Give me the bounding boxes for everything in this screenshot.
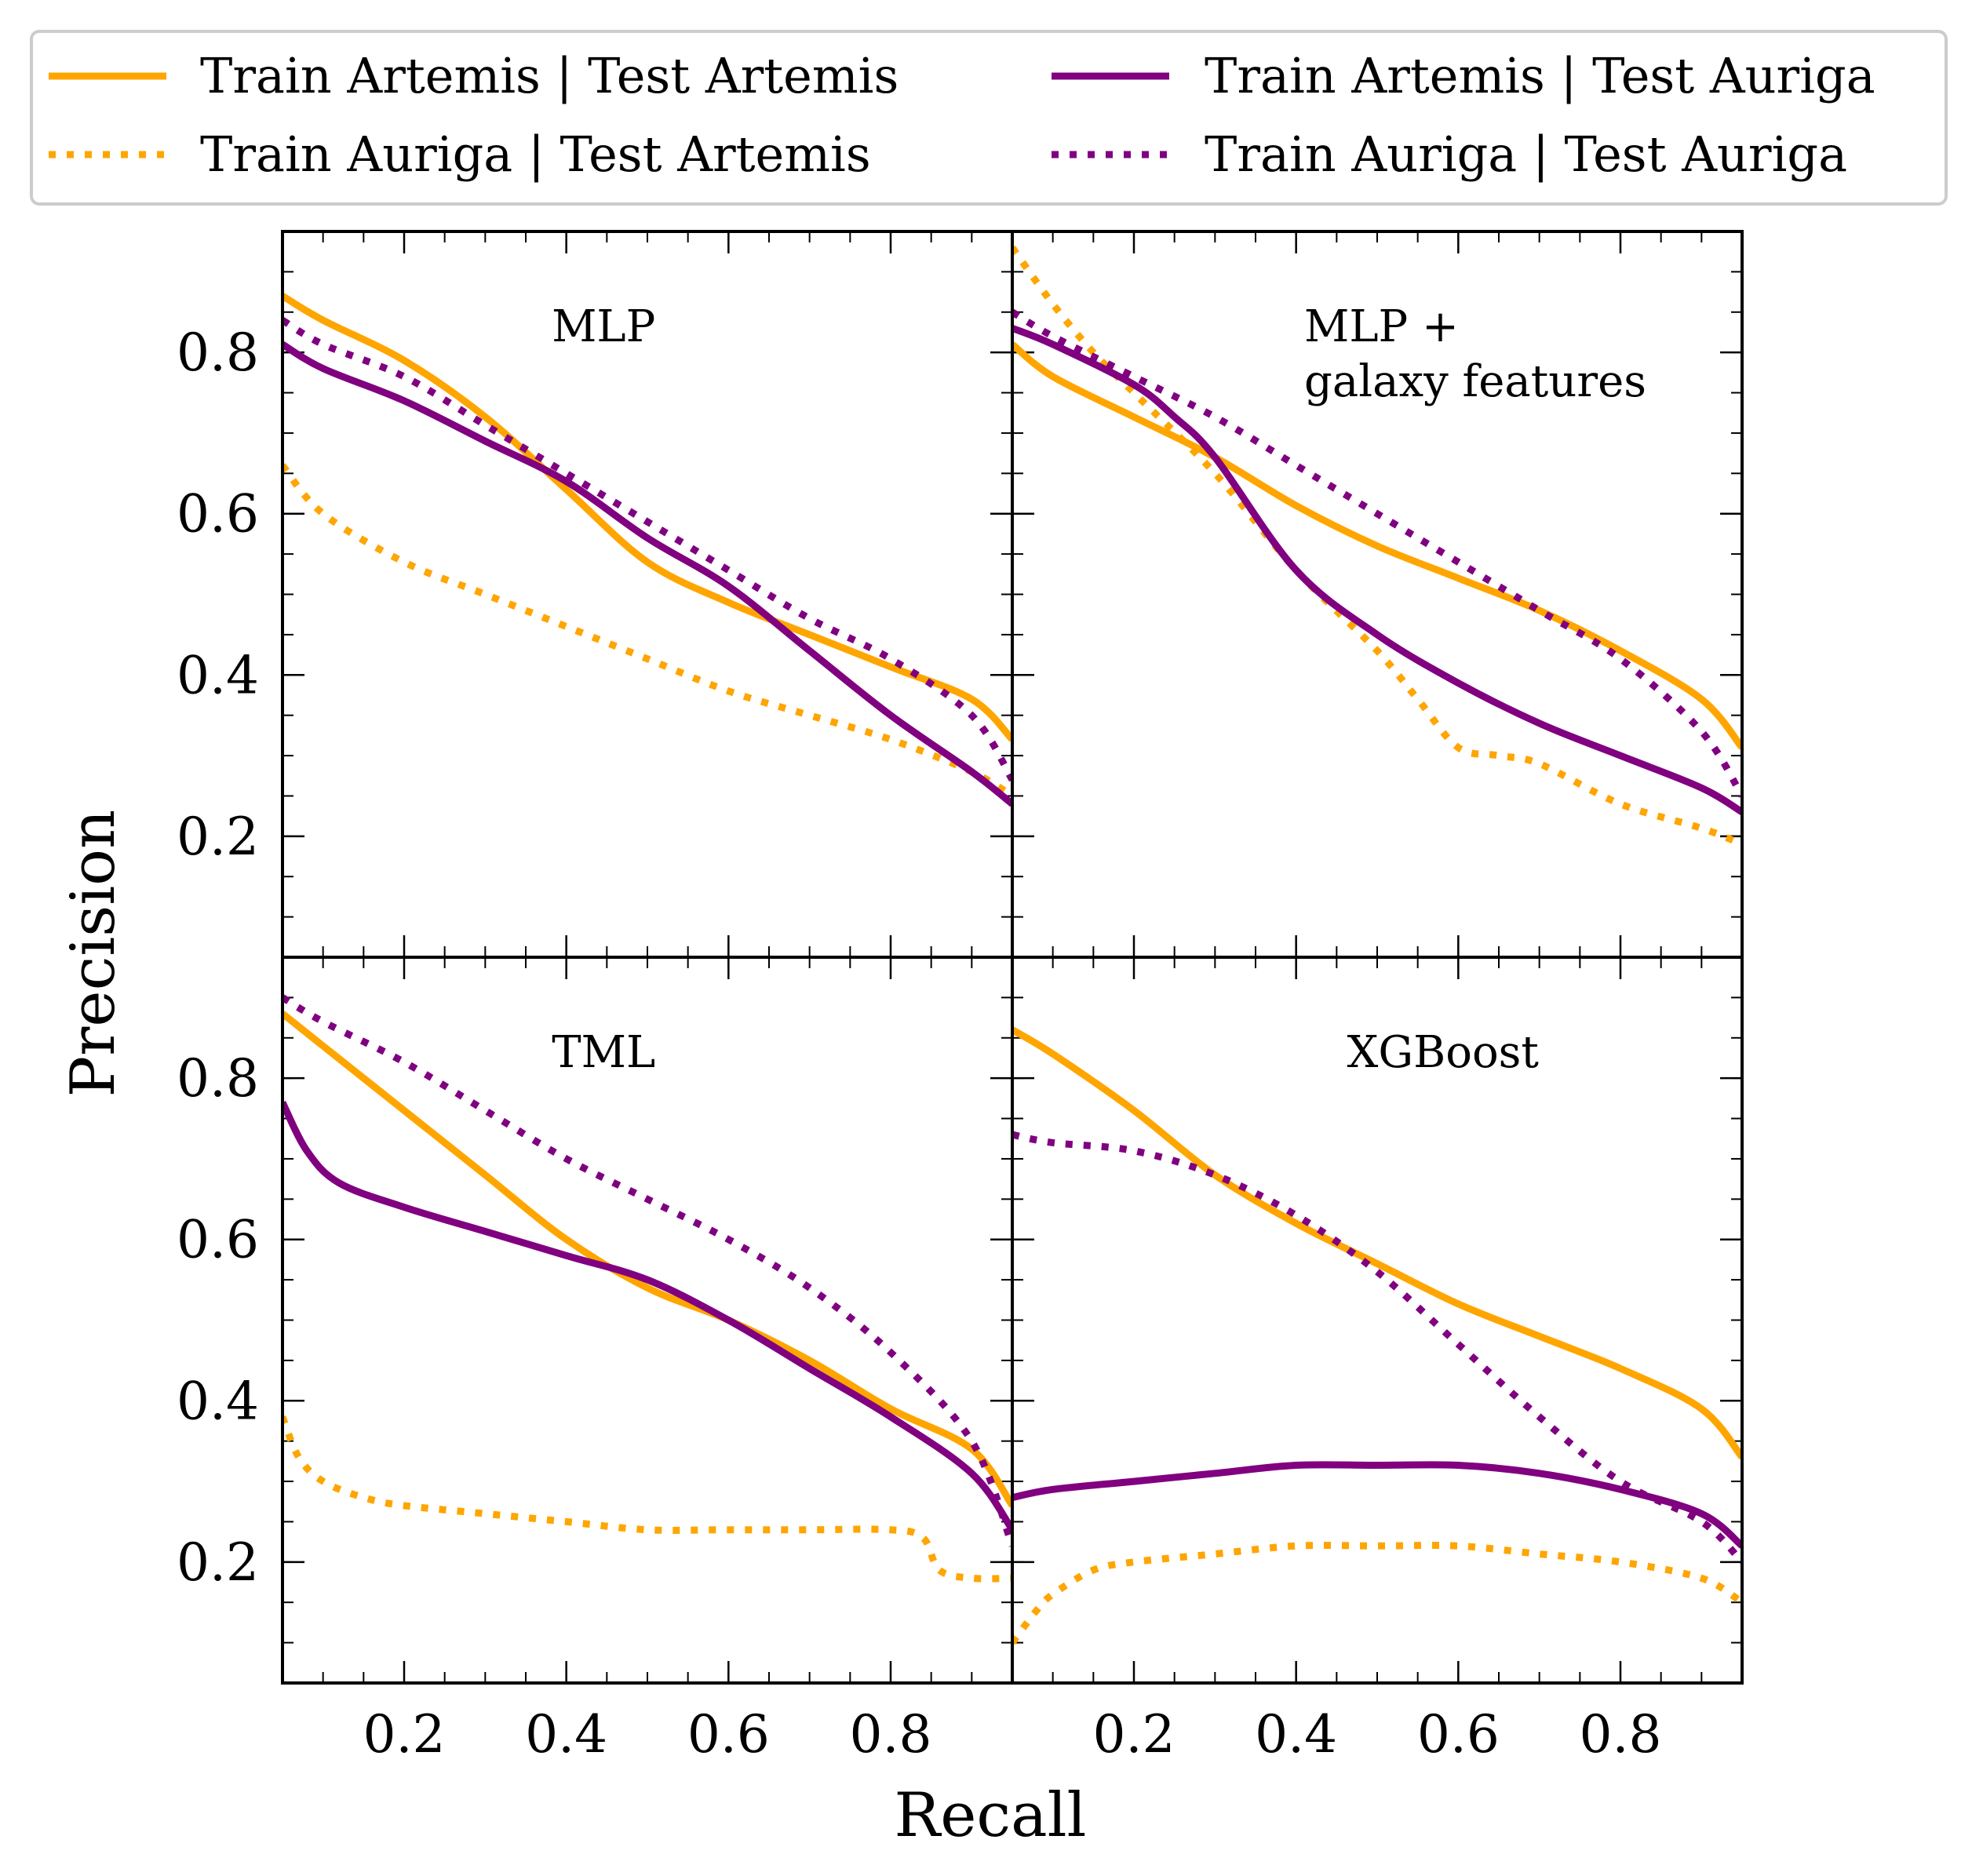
major-ticks [282,957,1012,1683]
series-line-train-artemis-test-artemis [1012,1026,1742,1460]
x-axis-title: Recall [895,1780,1087,1851]
y-tick-label: 0.4 [177,645,259,705]
series-line-train-auriga-test-auriga [282,317,1012,782]
x-tick-label: 0.4 [525,1704,607,1765]
series-line-train-artemis-test-auriga [282,341,1012,807]
panel-title: MLP [552,301,655,352]
major-ticks [1012,957,1742,1683]
x-tick-label: 0.2 [363,1704,446,1765]
panel-mlp-galaxy-features: MLP +galaxy features [1011,230,1744,959]
panel-xgboost: 0.2 0.4 0.6 0.8 XGBoost [1011,956,1744,1765]
x-tick-label: 0.6 [687,1704,770,1765]
legend-label-artemis-artemis: Train Artemis | Test Artemis [200,47,899,104]
legend-label-artemis-auriga: Train Artemis | Test Auriga [1205,47,1875,104]
x-tick-label: 0.2 [1093,1704,1176,1765]
y-tick-label: 0.2 [177,1532,259,1593]
series-group [282,293,1012,807]
legend-entry-auriga-auriga: Train Auriga | Test Auriga [1052,126,1847,183]
x-tick-label: 0.6 [1417,1704,1500,1765]
y-tick-label: 0.6 [177,1210,259,1270]
panel-title: TML [552,1027,655,1078]
y-tick-label: 0.8 [177,322,259,383]
legend-entry-artemis-artemis: Train Artemis | Test Artemis [49,47,899,104]
series-line-train-artemis-test-artemis [282,1011,1012,1508]
series-line-train-artemis-test-auriga [282,1100,1012,1532]
y-tick-label: 0.4 [177,1371,259,1431]
series-line-train-auriga-test-artemis [1012,1542,1742,1645]
y-tick-label: 0.2 [177,807,259,867]
major-ticks [1012,231,1742,957]
y-tick-label: 0.8 [177,1048,259,1109]
legend-label-auriga-artemis: Train Auriga | Test Artemis [200,126,871,183]
series-line-train-auriga-test-artemis [1012,245,1742,848]
panel-title: galaxy features [1304,356,1646,407]
x-tick-label: 0.4 [1255,1704,1337,1765]
y-axis-title: Precision [58,810,129,1098]
series-line-train-artemis-test-artemis [282,293,1012,742]
legend: Train Artemis | Test Artemis Train Aurig… [30,30,1948,206]
series-line-train-auriga-test-auriga [1012,1131,1742,1565]
y-tick-label: 0.6 [177,484,259,545]
legend-label-auriga-auriga: Train Auriga | Test Auriga [1205,126,1847,183]
panel-frame [1011,956,1744,1685]
panel-tml: 0.2 0.4 0.6 0.8 0.2 0.4 0.6 0.8 TML [177,956,1014,1765]
series-group [282,994,1012,1583]
series-line-train-artemis-test-auriga [1012,325,1742,815]
legend-entry-artemis-auriga: Train Artemis | Test Auriga [1052,47,1875,104]
series-line-train-auriga-test-artemis [282,463,1012,800]
panel-mlp: 0.2 0.4 0.6 0.8 MLP [177,230,1014,959]
series-line-train-artemis-test-auriga [1012,1461,1742,1549]
legend-entry-auriga-artemis: Train Auriga | Test Artemis [49,126,871,183]
x-tick-label: 0.8 [850,1704,932,1765]
x-tick-label: 0.8 [1580,1704,1662,1765]
series-line-train-auriga-test-auriga [1012,308,1742,798]
legend-frame [30,30,1948,206]
series-group [1012,245,1742,848]
series-group [1012,1026,1742,1645]
panel-title: XGBoost [1347,1027,1539,1078]
series-line-train-artemis-test-artemis [1012,341,1742,750]
panel-title: MLP + [1304,301,1459,352]
